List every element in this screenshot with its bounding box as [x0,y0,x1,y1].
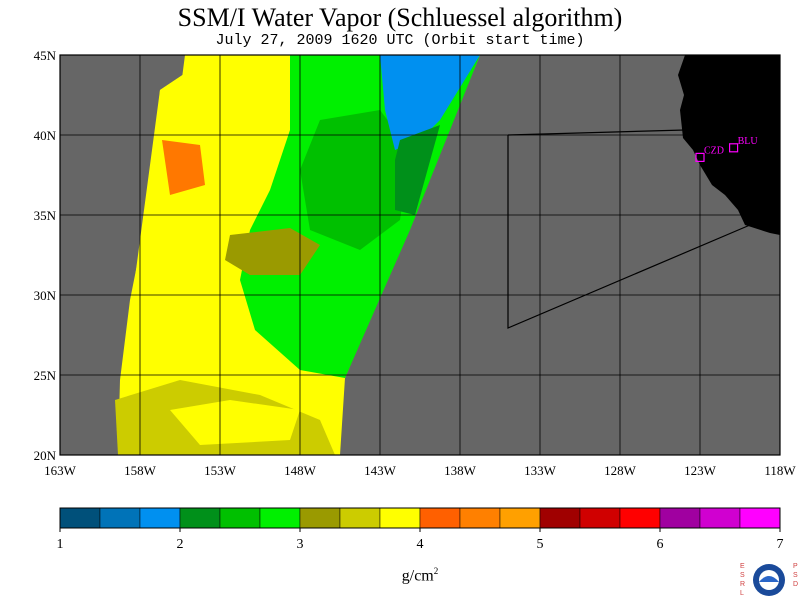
colorbar-tick-label: 2 [177,537,184,552]
x-tick-label: 133W [524,463,557,478]
x-tick-label: 158W [124,463,157,478]
colorbar-swatch [59,507,101,529]
x-tick-label: 143W [364,463,397,478]
svg-text:E: E [740,563,745,570]
y-tick-label: 30N [34,288,57,303]
y-tick-label: 45N [34,48,57,63]
swath-dark-green [395,125,440,215]
x-tick-label: 123W [684,463,717,478]
colorbar-swatch [659,507,701,529]
colorbar-tick-label: 4 [417,537,424,552]
svg-text:S: S [740,572,745,579]
colorbar-swatch [539,507,581,529]
map-frame [59,54,781,456]
colorbar-swatch [699,507,741,529]
swath-blue [380,55,480,150]
swath-orange-patch [162,140,205,195]
x-tick-label: 148W [284,463,317,478]
colorbar-swatch [619,507,661,529]
colorbar-swatch [419,507,461,529]
x-tick-label: 153W [204,463,237,478]
track-line-top [507,129,686,136]
noaa-logo: E S R L P S D [740,563,798,597]
units-superscript: 2 [433,566,439,576]
colorbar-tick-label: 3 [297,537,304,552]
colorbar-swatch [99,507,141,529]
colorbar-swatch [499,507,541,529]
station-label: CZD [704,145,724,156]
swath-yellow-green [118,55,250,455]
colorbar-swatch [379,507,421,529]
colorbar-swatch [459,507,501,529]
svg-text:R: R [740,581,745,588]
swath-yellow [135,110,170,290]
swath-olive-patch [225,228,320,275]
colorbar-tick-label: 6 [657,537,664,552]
map-subtitle: July 27, 2009 1620 UTC (Orbit start time… [215,32,585,49]
colorbar-tick-label: 7 [777,537,784,552]
colorbar-tick-label: 5 [537,537,544,552]
svg-text:L: L [740,590,744,597]
colorbar-swatch [139,507,181,529]
x-tick-label: 138W [444,463,477,478]
station-marker [728,143,739,153]
colorbar-swatch [299,507,341,529]
colorbar-swatch [339,507,381,529]
svg-text:D: D [793,581,798,588]
station-label: BLU [738,136,759,147]
track-line [507,135,751,329]
colorbar-swatch [739,507,781,529]
y-tick-label: 35N [34,208,57,223]
colorbar-swatch [179,507,221,529]
svg-text:P: P [793,563,798,570]
map-title: SSM/I Water Vapor (Schluessel algorithm) [177,3,623,32]
svg-text:S: S [793,572,798,579]
y-tick-label: 25N [34,368,57,383]
x-tick-label: 128W [604,463,637,478]
colorbar-swatch [259,507,301,529]
station-marker [695,152,705,162]
y-tick-label: 40N [34,128,57,143]
colorbar-swatch [579,507,621,529]
units-text: g/cm [401,567,434,585]
colorbar-units: g/cm2 [0,566,800,585]
swath-south-yellow [170,400,300,445]
colorbar-swatch [219,507,261,529]
x-tick-label: 163W [44,463,77,478]
y-tick-label: 20N [34,448,57,463]
colorbar-tick-label: 1 [57,537,64,552]
x-tick-label: 118W [764,463,796,478]
